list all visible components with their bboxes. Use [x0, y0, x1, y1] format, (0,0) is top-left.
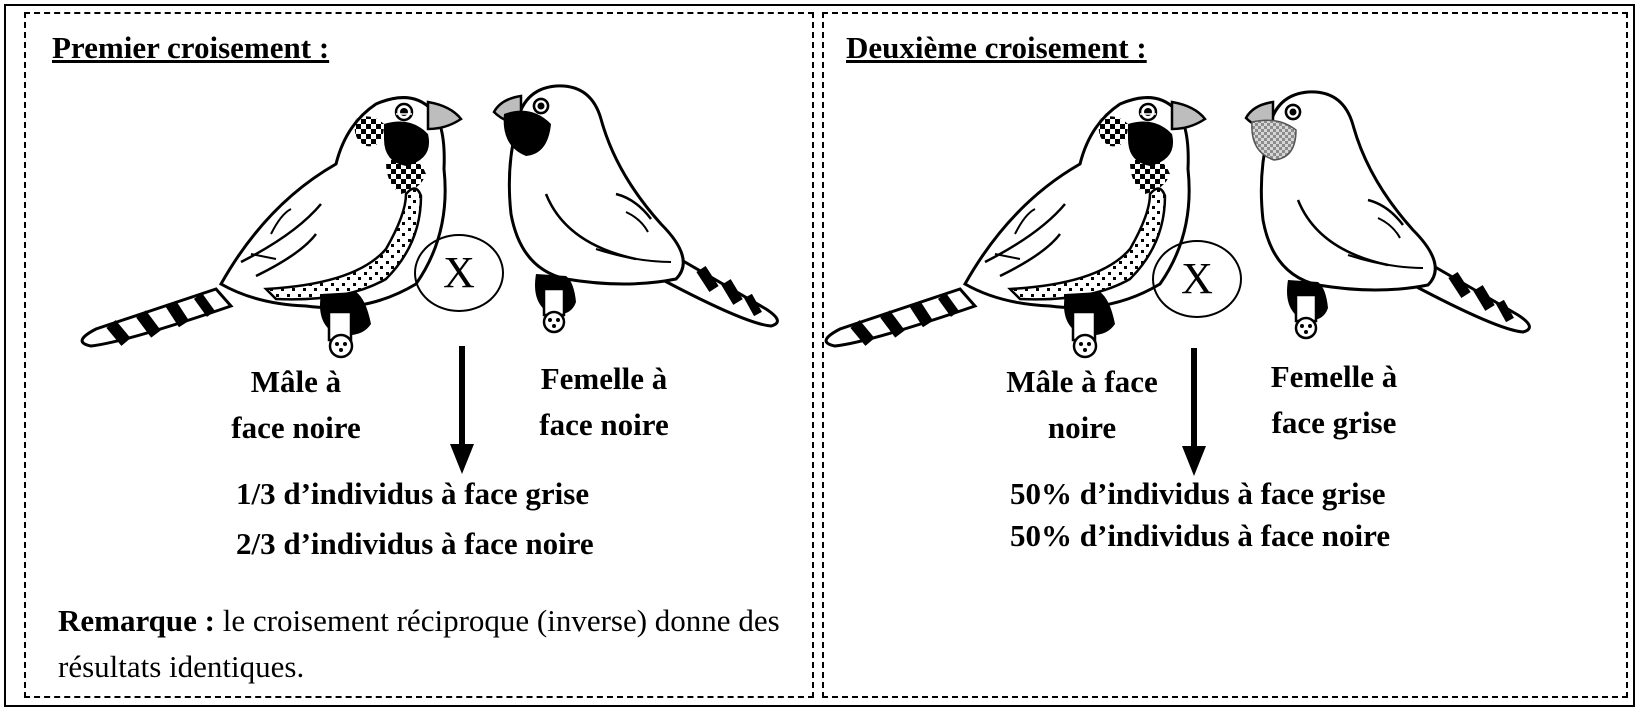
female-label-text: Femelle à face grise	[1270, 359, 1398, 440]
remark: Remarque : le croisement réciproque (inv…	[58, 598, 798, 690]
result-black-face: 2/3 d’individus à face noire	[236, 526, 594, 561]
result-grey-face: 50% d’individus à face grise	[1010, 476, 1386, 511]
down-arrow-icon	[1182, 348, 1206, 476]
panel-title: Deuxième croisement :	[846, 30, 1147, 65]
first-cross-panel: Premier croisement : X Mâle à face noire…	[24, 12, 814, 698]
female-finch-black-face-icon	[476, 84, 796, 344]
second-cross-panel: Deuxième croisement : X Mâle à face noir…	[822, 12, 1628, 698]
result-black-face: 50% d’individus à face noire	[1010, 518, 1391, 553]
male-label: Mâle à face noire	[196, 359, 396, 451]
remark-text: le croisement réciproque (inverse) donne…	[58, 603, 780, 684]
male-label: Mâle à face noire	[972, 359, 1192, 451]
result-grey-face: 1/3 d’individus à face grise	[236, 476, 590, 511]
cross-symbol: X	[414, 234, 504, 312]
male-label-text: Mâle à face noire	[1006, 364, 1158, 445]
down-arrow-icon	[450, 346, 474, 474]
male-label-text: Mâle à face noire	[231, 364, 361, 445]
panel-title: Premier croisement :	[52, 30, 330, 65]
female-finch-grey-face-icon	[1228, 90, 1548, 350]
figure-frame	[4, 4, 1635, 707]
female-label-text: Femelle à face noire	[539, 361, 669, 442]
female-label: Femelle à face noire	[504, 356, 704, 448]
male-finch-black-face-icon	[810, 84, 1210, 364]
cross-symbol: X	[1152, 240, 1242, 318]
female-label: Femelle à face grise	[1234, 354, 1434, 446]
remark-label: Remarque :	[58, 603, 215, 638]
male-finch-black-face-icon	[66, 84, 466, 364]
